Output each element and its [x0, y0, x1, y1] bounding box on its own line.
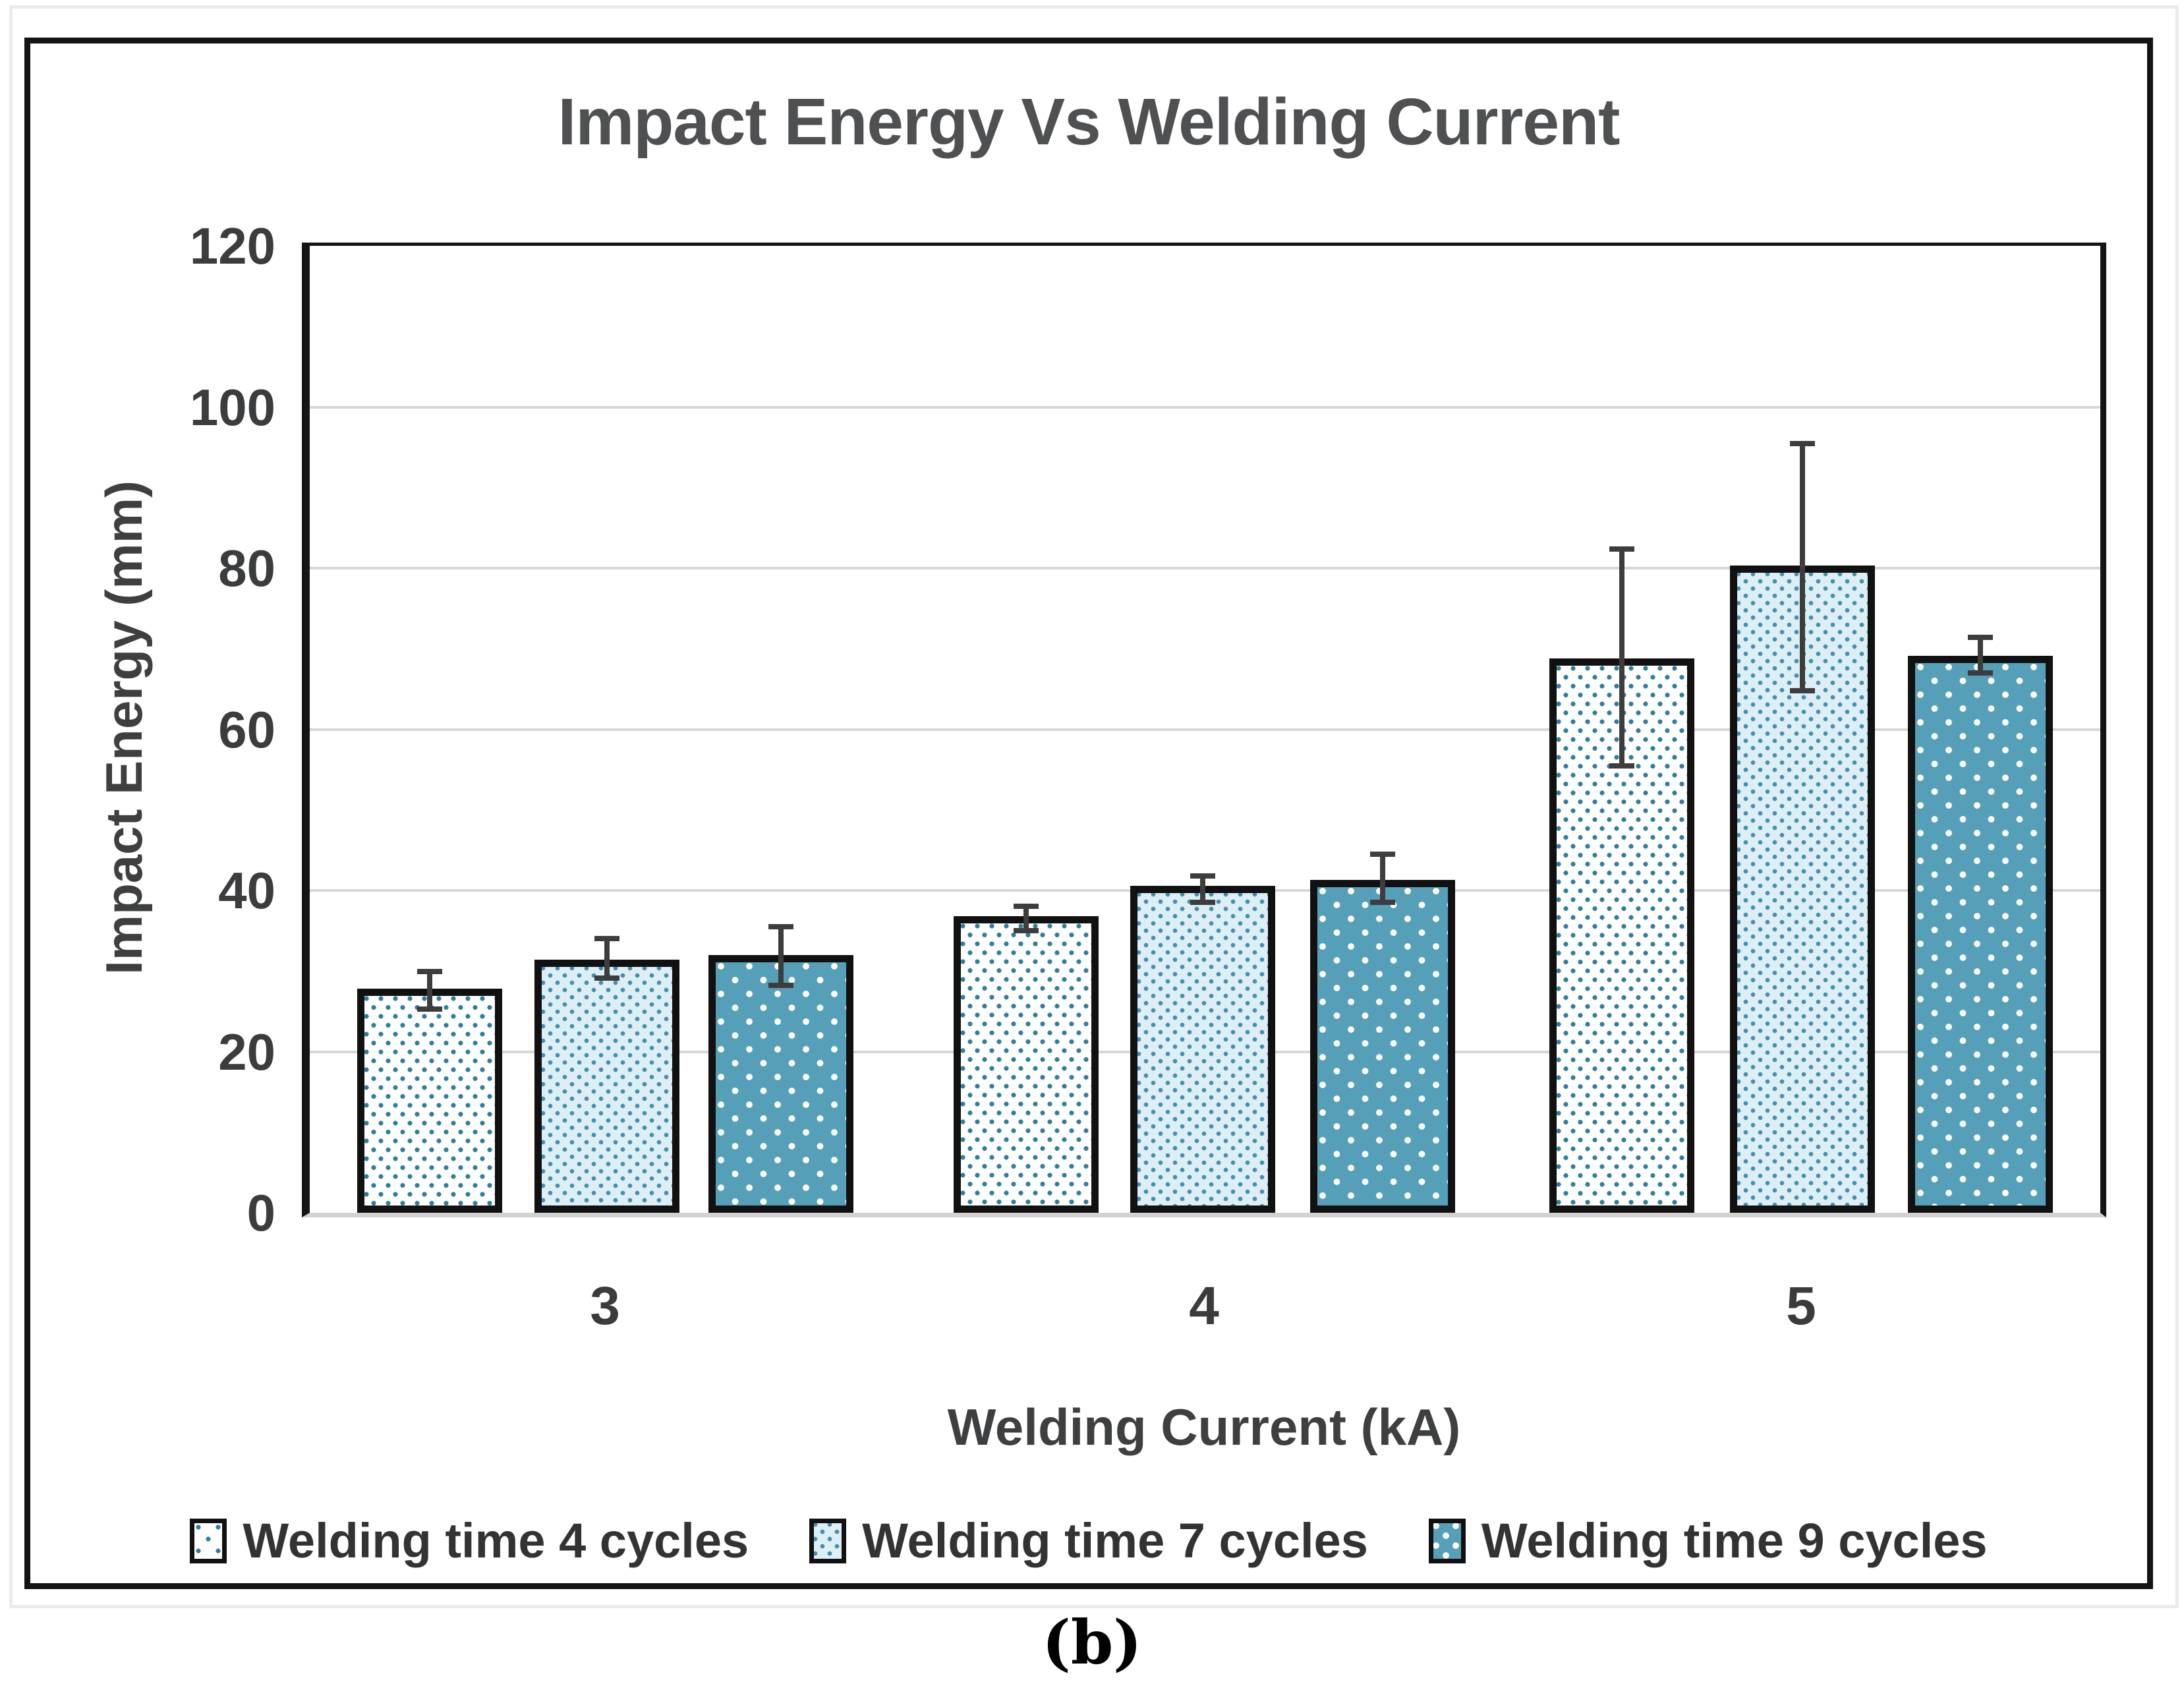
legend-item-3: Welding time 9 cycles [1428, 1513, 1988, 1569]
error-cap-low-5kA-s2 [1790, 687, 1815, 693]
bar-3kA-welding-time-7-cycles [534, 960, 679, 1213]
bar-4kA-welding-time-9-cycles [1310, 880, 1455, 1213]
y-tick-label-60: 60 [218, 700, 275, 759]
error-cap-high-3kA-s1 [417, 969, 442, 975]
error-cap-high-4kA-s2 [1190, 873, 1215, 879]
chart-legend: Welding time 4 cycles Welding time 7 cycl… [24, 1513, 2153, 1569]
y-tick-label-40: 40 [218, 861, 275, 919]
legend-item-2: Welding time 7 cycles [809, 1513, 1368, 1569]
y-tick-label-80: 80 [218, 539, 275, 597]
plot-inner [310, 246, 2100, 1213]
error-cap-low-5kA-s1 [1609, 763, 1634, 769]
legend-label: Welding time 7 cycles [862, 1513, 1368, 1568]
gridline-y-100 [310, 405, 2100, 409]
error-cap-low-4kA-s3 [1370, 900, 1395, 906]
error-bar-4kA-s3 [1380, 854, 1385, 903]
legend-swatch-icon [1428, 1518, 1466, 1563]
error-bar-3kA-s3 [778, 927, 784, 986]
error-cap-high-3kA-s2 [594, 936, 619, 942]
x-tick-label-5: 5 [1786, 1276, 1816, 1336]
error-bar-5kA-s2 [1800, 443, 1805, 691]
error-bar-5kA-s3 [1978, 637, 1983, 673]
x-axis-title: Welding Current (kA) [947, 1398, 1461, 1456]
legend-swatch-icon [809, 1518, 847, 1563]
error-cap-high-3kA-s3 [768, 924, 793, 929]
plot-area [302, 243, 2106, 1217]
error-cap-low-3kA-s3 [768, 983, 793, 989]
y-tick-label-120: 120 [189, 217, 275, 275]
bar-5kA-welding-time-9-cycles [1908, 656, 2053, 1213]
y-tick-label-100: 100 [189, 378, 275, 436]
legend-label: Welding time 9 cycles [1481, 1513, 1988, 1568]
legend-swatch-icon [190, 1518, 227, 1563]
error-cap-high-5kA-s2 [1790, 440, 1815, 446]
error-cap-low-4kA-s1 [1014, 928, 1039, 934]
y-tick-label-0: 0 [246, 1184, 275, 1242]
figure-caption: (b) [1042, 1607, 1142, 1678]
x-tick-label-4: 4 [1189, 1276, 1219, 1336]
y-tick-label-20: 20 [218, 1022, 275, 1081]
bar-4kA-welding-time-7-cycles [1130, 886, 1275, 1213]
error-cap-low-4kA-s2 [1190, 900, 1215, 906]
error-cap-high-5kA-s1 [1609, 546, 1634, 552]
bar-3kA-welding-time-9-cycles [708, 955, 853, 1213]
error-cap-high-4kA-s1 [1014, 904, 1039, 910]
error-bar-4kA-s1 [1023, 906, 1029, 931]
legend-item-1: Welding time 4 cycles [190, 1513, 749, 1569]
error-cap-low-5kA-s3 [1968, 670, 1993, 676]
gridline-y-60 [310, 728, 2100, 731]
error-bar-3kA-s2 [604, 939, 610, 979]
error-bar-3kA-s1 [427, 972, 432, 1009]
error-cap-high-5kA-s3 [1968, 635, 1993, 641]
error-bar-4kA-s2 [1200, 875, 1205, 903]
bar-3kA-welding-time-4-cycles [357, 989, 502, 1213]
error-cap-low-3kA-s1 [417, 1006, 442, 1012]
error-cap-low-3kA-s2 [594, 975, 619, 981]
x-tick-label-3: 3 [590, 1276, 620, 1336]
gridline-y-80 [310, 567, 2100, 569]
chart-title: Impact Energy Vs Welding Current [558, 85, 1621, 159]
error-cap-high-4kA-s3 [1370, 851, 1395, 857]
bar-4kA-welding-time-4-cycles [954, 916, 1099, 1213]
legend-label: Welding time 4 cycles [243, 1513, 749, 1568]
error-bar-5kA-s1 [1619, 548, 1624, 766]
